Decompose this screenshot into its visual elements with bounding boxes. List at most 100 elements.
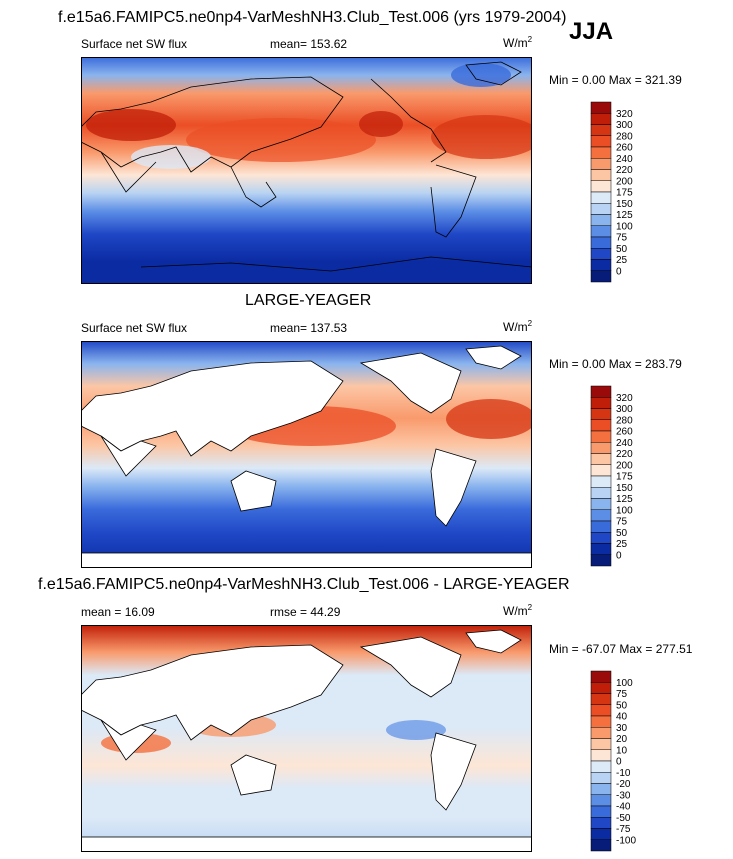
panel3-rmse-label: rmse = 44.29 [270,605,341,619]
panel1-colorbar-swatch [590,225,612,238]
panel1-units-base: W/m [503,36,528,50]
panel3-colorbar-label: -10 [616,768,631,779]
panel1-colorbar-swatch [590,169,612,181]
panel1-colorbar-swatch [590,135,612,148]
panel2-colorbar-label: 320 [616,393,633,404]
panel2-antarctica [81,552,532,568]
panel1-colorbar-swatch [590,113,612,125]
panel1-colorbar-swatch [590,124,612,136]
panel3-mean-label: mean = 16.09 [81,605,155,619]
panel1-units-exp: 2 [527,35,533,44]
panel2-colorbar-swatch [590,532,612,544]
panel3-map [81,625,532,852]
panel2-land [81,345,522,527]
panel2-colorbar-label: 280 [616,415,633,426]
panel1-sahara-high [86,109,176,141]
panel1-colorbar-label: 50 [616,244,628,255]
panel1-colorbar-label: 150 [616,199,633,210]
panel3-units: W/m2 [503,603,532,618]
panel2-colorbar-label: 200 [616,460,633,471]
panel2-colorbar-label: 0 [616,550,622,561]
panel1-field [81,57,532,284]
panel3-colorbar-swatch [590,805,612,818]
panel2-variable-label: Surface net SW flux [81,321,188,335]
panel3-colorbar-swatch [590,817,612,829]
panel2-map [81,341,532,568]
panel1-greenland-low [451,63,511,87]
panel1-colorbar-label: 320 [616,109,633,120]
panel3-units-exp: 2 [527,603,533,612]
panel2-colorbar-swatch [590,419,612,432]
panel2-colorbar-label: 260 [616,427,633,438]
panel2-colorbar-swatch [590,475,612,488]
panel2-mean-label: mean= 137.53 [270,321,348,335]
panel1-colorbar-swatch [590,191,612,204]
panel3-colorbar-label: 0 [616,757,622,768]
panel2-colorbar-label: 240 [616,438,633,449]
panel1-colorbar-swatch [590,146,612,159]
panel3-colorbar-swatch [590,738,612,750]
panel3-land [81,629,522,811]
panel2-colorbar-label: 50 [616,528,628,539]
panel3-colorbar-swatch [590,794,612,807]
panel1-colorbar-label: 280 [616,131,633,142]
panel3-colorbar-label: -50 [616,813,631,824]
panel2-minmax: Min = 0.00 Max = 283.79 [549,357,682,371]
panel2-natl-high [446,399,532,439]
panel1-colorbar-swatch [590,236,612,249]
panel1-map-frame [81,57,532,284]
panel3-colorbar-label: -30 [616,790,631,801]
panel2-colorbar-label: 125 [616,494,633,505]
panel1-npac-high [186,118,376,162]
panel1-colorbar-swatch [590,270,612,283]
panel1-colorbar-swatch [590,180,612,193]
panel3-colorbar-label: 40 [616,712,628,723]
panel1-title: f.e15a6.FAMIPC5.ne0np4-VarMeshNH3.Club_T… [58,9,567,26]
panel2-colorbar-swatch [590,442,612,454]
panel3-colorbar-swatch [590,828,612,840]
panel2-colorbar-label: 175 [616,472,633,483]
panel1-colorbar-swatch [590,203,612,215]
panel2-map-frame [81,341,532,568]
panel1-asia-cloud [131,145,211,169]
panel1-colorbar-label: 25 [616,255,628,266]
panel1-coastlines [81,61,532,272]
panel3-colorbar-swatch [590,727,612,739]
panel1-colorbar-swatch [590,214,612,226]
panel2-units: W/m2 [503,319,532,334]
panel1-colorbar-label: 300 [616,120,633,131]
panel1-mean-label: mean= 153.62 [270,37,348,51]
panel1-variable-label: Surface net SW flux [81,37,188,51]
panel2-colorbar-swatch [590,498,612,510]
panel2-colorbar-swatch [590,430,612,443]
panel2-colorbar-swatch [590,509,612,522]
panel1-colorbar-label: 220 [616,165,633,176]
panel1-colorbar-swatch [590,248,612,260]
panel1-map [81,57,532,284]
panel3-colorbar-swatch [590,670,612,683]
panel3-colorbar-label: 75 [616,689,628,700]
panel3-colorbar-swatch [590,783,612,795]
panel2-units-base: W/m [503,320,528,334]
panel3-map-frame [81,625,532,852]
panel3-epac-low [386,720,446,740]
panel1-minmax: Min = 0.00 Max = 321.39 [549,73,682,87]
panel3-title: f.e15a6.FAMIPC5.ne0np4-VarMeshNH3.Club_T… [38,576,570,593]
panel2-colorbar-swatch [590,554,612,567]
panel2-colorbar-swatch [590,397,612,409]
panel2-colorbar-swatch [590,464,612,477]
panel1-colorbar-label: 0 [616,266,622,277]
panel3-units-base: W/m [503,604,528,618]
panel1-namerica-high [359,111,403,137]
panel2-colorbar-swatch [590,520,612,533]
panel3-colorbar-label: 50 [616,700,628,711]
panel3-colorbar-swatch [590,693,612,705]
panel1-natl-high [431,115,532,159]
season-label: JJA [569,18,614,45]
panel1-colorbar-swatch [590,259,612,271]
panel3-antarctica [81,836,532,852]
panel2-colorbar-swatch [590,543,612,555]
panel3-colorbar-swatch [590,749,612,762]
